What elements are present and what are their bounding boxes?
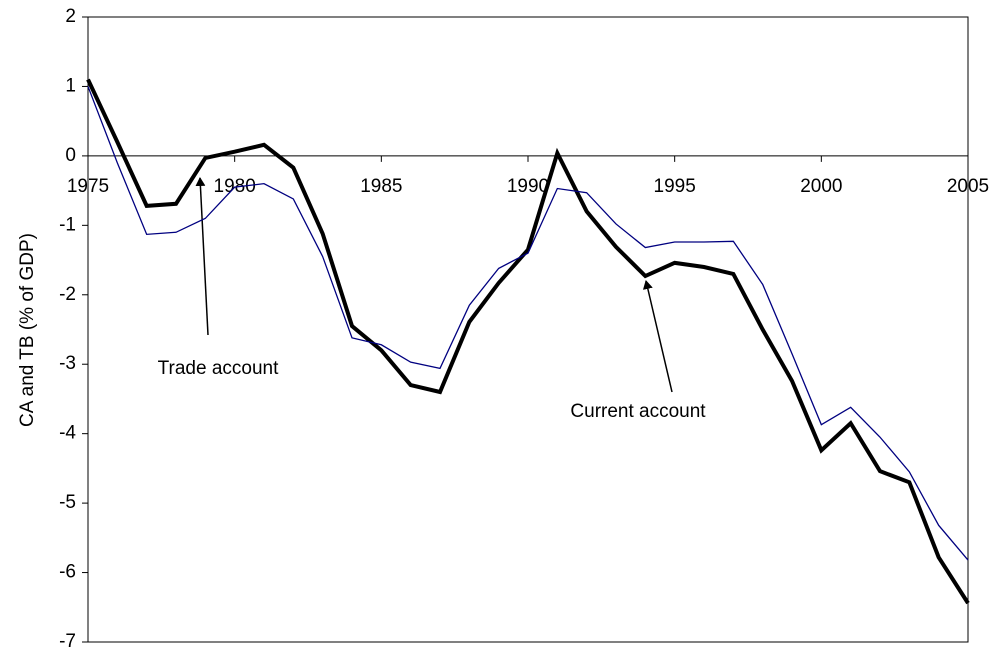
y-tick-label: -1 [59,214,76,235]
x-tick-label: 1975 [67,176,109,197]
y-tick-label: 2 [65,6,76,27]
annotation: Trade account [158,358,279,379]
x-tick-label: 2005 [947,176,989,197]
annotation-arrow [195,177,209,336]
x-tick-label: 1990 [507,176,549,197]
x-tick-label: 1995 [654,176,696,197]
annotation: Current account [570,401,706,422]
x-tick-label: 1985 [360,176,402,197]
y-tick-label: -3 [59,353,76,374]
y-tick-label: -7 [59,631,76,652]
plot-frame [87,16,969,643]
y-tick-label: -6 [59,562,76,583]
annotation-arrow [642,280,673,393]
y-tick-label: -2 [59,284,76,305]
y-tick-label: -5 [59,492,76,513]
y-tick-label: 0 [65,145,76,166]
y-tick-label: -4 [59,423,76,444]
y-tick-label: 1 [65,75,76,96]
y-axis-label: CA and TB (% of GDP) [17,233,38,427]
x-tick-label: 2000 [800,176,842,197]
series-line [87,86,969,561]
series-line [86,78,970,605]
x-tick-label: 1980 [214,176,256,197]
